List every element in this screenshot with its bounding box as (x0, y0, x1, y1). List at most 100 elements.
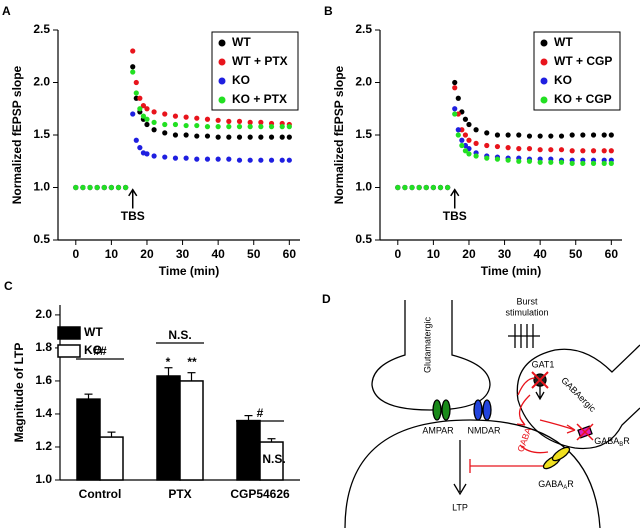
data-point (183, 132, 189, 138)
data-point (115, 184, 122, 191)
data-point (144, 106, 150, 112)
data-point (473, 127, 479, 133)
data-point (455, 111, 461, 117)
data-point (151, 109, 157, 115)
data-point (466, 121, 472, 128)
diagram-label: Glutamatergic (422, 316, 432, 373)
legend-marker (57, 344, 81, 358)
data-point (558, 147, 565, 153)
data-point (569, 160, 575, 166)
data-point (526, 133, 533, 139)
data-point (130, 48, 136, 54)
data-point (236, 134, 243, 140)
data-point (194, 156, 200, 162)
data-point (569, 132, 575, 138)
y-axis-label: Magnitude of LTP (12, 343, 26, 443)
data-point (87, 184, 93, 191)
data-point (144, 116, 150, 122)
data-point (548, 159, 554, 165)
data-point (548, 133, 554, 139)
data-point (194, 133, 200, 139)
data-point (484, 155, 490, 161)
data-point (94, 184, 100, 191)
data-point (590, 132, 597, 138)
data-point (133, 137, 139, 143)
data-point (215, 117, 221, 123)
data-point (548, 147, 554, 153)
x-tick-label: 10 (427, 247, 441, 261)
data-point (258, 119, 264, 125)
data-point (466, 137, 472, 143)
cross (576, 423, 594, 441)
data-point (226, 156, 232, 162)
x-axis-label: Time (min) (481, 264, 541, 278)
x-tick-label: 0 (394, 247, 401, 261)
data-point (286, 134, 292, 140)
significance-label: N.S. (262, 452, 285, 466)
data-point (268, 157, 275, 163)
legend-label: KO (554, 73, 572, 87)
x-tick-label: PTX (168, 487, 191, 501)
data-point (183, 155, 189, 161)
data-point (526, 158, 533, 164)
data-point (162, 154, 168, 160)
x-tick-label: 30 (176, 247, 190, 261)
x-tick-label: 0 (72, 247, 79, 261)
data-point (247, 124, 253, 130)
data-point (608, 148, 614, 154)
data-point (226, 118, 232, 124)
data-point (101, 184, 107, 191)
gabaa-receptor (551, 446, 571, 462)
data-point (151, 153, 157, 159)
release-arrow (516, 394, 531, 426)
data-point (162, 111, 168, 117)
x-tick-label: 40 (211, 247, 225, 261)
data-point (140, 103, 147, 109)
data-point (601, 132, 607, 138)
y-tick-label: 0.5 (355, 232, 372, 246)
legend-label: WT (554, 35, 573, 49)
data-point (505, 157, 511, 163)
data-point (286, 157, 292, 163)
diagram-label: GABABR (594, 436, 630, 447)
significance-label: ## (93, 344, 107, 358)
panel-letter: D (322, 292, 331, 306)
data-point (204, 116, 211, 122)
data-point (416, 184, 422, 191)
bar (179, 380, 204, 481)
data-point (108, 184, 114, 191)
data-point (183, 114, 189, 120)
data-point (279, 134, 285, 140)
panel-letter: C (4, 279, 13, 293)
y-axis-label: Normalized fEPSP slope (10, 65, 24, 204)
legend-marker (540, 77, 548, 85)
y-tick-label: 1.0 (355, 180, 372, 194)
data-point (172, 113, 179, 119)
data-point (151, 119, 157, 125)
y-tick-label: 0.5 (33, 232, 50, 246)
data-point (590, 160, 597, 166)
data-point (204, 133, 211, 139)
data-point (402, 184, 408, 191)
y-tick-label: 1.5 (355, 127, 372, 141)
data-point (236, 124, 243, 130)
data-point (473, 140, 479, 146)
diagram-label: AMPAR (422, 425, 454, 435)
data-point (537, 147, 543, 153)
annotation-arrow (450, 188, 460, 209)
diagram-label: LTP (452, 502, 468, 512)
data-point (73, 184, 79, 191)
data-point (194, 122, 200, 129)
bar (259, 441, 284, 481)
data-point (162, 130, 168, 136)
data-point (452, 111, 458, 117)
data-point (494, 143, 501, 150)
data-point (133, 95, 139, 101)
data-point (459, 137, 465, 143)
data-point (516, 158, 522, 164)
data-point (151, 127, 157, 133)
x-tick-label: 40 (533, 247, 547, 261)
data-point (437, 184, 444, 191)
data-point (144, 121, 150, 128)
data-point (172, 121, 179, 128)
